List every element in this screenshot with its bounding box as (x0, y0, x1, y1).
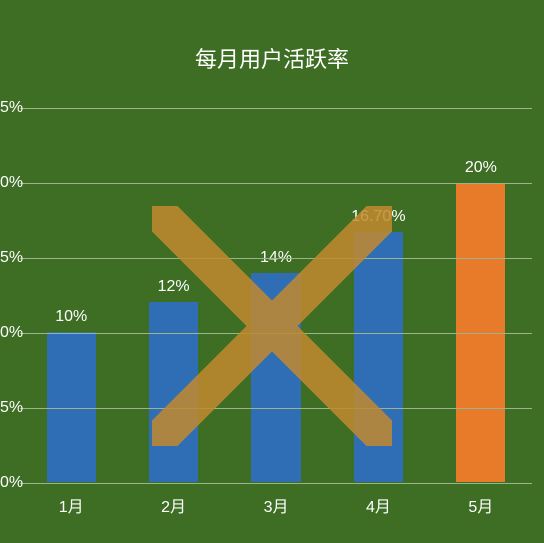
bar-slot: 16.70% (327, 108, 429, 482)
ytick-label: 5% (0, 399, 23, 417)
bar-slot: 14% (225, 108, 327, 482)
bar (149, 302, 198, 482)
xtick-label: 5月 (430, 493, 532, 517)
gridline (20, 183, 532, 184)
bar-slot: 10% (20, 108, 122, 482)
chart-title: 每月用户活跃率 (0, 42, 544, 74)
x-axis: 1月2月3月4月5月 (20, 493, 532, 517)
ytick-label: 0% (0, 324, 23, 342)
xtick-label: 2月 (122, 493, 224, 517)
ytick-label: 5% (0, 99, 23, 117)
bar-value-label: 12% (158, 278, 190, 296)
bar-value-label: 10% (55, 308, 87, 326)
ytick-label: 0% (0, 474, 23, 492)
chart-container: 每月用户活跃率 10%12%14%16.70%20% 0%5%0%5%0%5% … (0, 0, 544, 543)
gridline (20, 483, 532, 484)
xtick-label: 3月 (225, 493, 327, 517)
xtick-label: 4月 (327, 493, 429, 517)
gridline (20, 408, 532, 409)
gridline (20, 258, 532, 259)
gridline (20, 333, 532, 334)
bar (251, 273, 300, 482)
ytick-label: 5% (0, 249, 23, 267)
gridline (20, 108, 532, 109)
plot-area: 10%12%14%16.70%20% 0%5%0%5%0%5% (20, 108, 532, 483)
xtick-label: 1月 (20, 493, 122, 517)
ytick-label: 0% (0, 174, 23, 192)
bar (354, 232, 403, 482)
bar-value-label: 16.70% (351, 208, 405, 226)
bar-slot: 12% (122, 108, 224, 482)
bar-slot: 20% (430, 108, 532, 482)
bars-group: 10% 12% 14% 16.70% 20% (20, 108, 532, 482)
bar-value-label: 20% (465, 159, 497, 177)
